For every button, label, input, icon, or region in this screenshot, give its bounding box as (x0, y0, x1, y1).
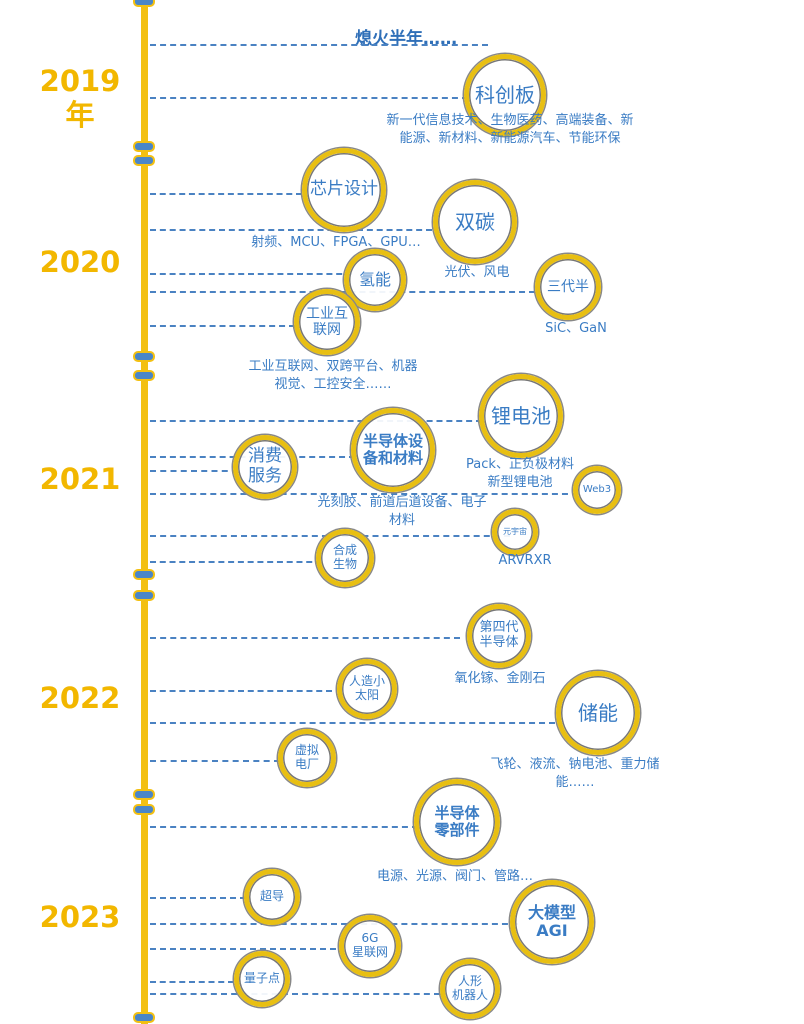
topic-label: 合成 生物 (332, 543, 357, 571)
topic-label: 超导 (259, 889, 284, 904)
topic-circle: 第四代 半导体 (467, 604, 531, 668)
connector-line (150, 993, 440, 995)
topic-label: 大模型 AGI (527, 902, 576, 940)
topic-label: 元宇宙 (503, 527, 527, 537)
timeline-node (133, 569, 155, 580)
topic-label: 储能 (578, 700, 618, 725)
timeline-axis (141, 0, 148, 1024)
topic-circle: 量子点 (234, 951, 290, 1007)
timeline-node (133, 1012, 155, 1023)
topic-description: 光伏、风电 (444, 265, 510, 280)
connector-line (150, 690, 332, 692)
topic-label: 锂电池 (491, 403, 551, 428)
topic-label: 工业互 联网 (306, 305, 348, 338)
topic-label: Web3 (582, 484, 612, 496)
connector-line (150, 325, 295, 327)
timeline-node (133, 351, 155, 362)
topic-description: Pack、正负极材料 新型锂电池 (466, 457, 574, 490)
timeline-node (133, 0, 155, 7)
topic-label: 芯片设计 (310, 179, 378, 200)
topic-description: 飞轮、液流、钠电池、重力储 能…… (490, 757, 660, 790)
year-label: 2023 (39, 900, 121, 934)
topic-label: 虚拟 电厂 (294, 743, 319, 771)
timeline-node (133, 804, 155, 815)
connector-line (150, 923, 518, 925)
year-label: 2021 (39, 462, 121, 496)
topic-label: 人形 机器人 (451, 974, 488, 1002)
connector-line (150, 470, 238, 472)
connector-line (150, 760, 280, 762)
topic-label: 消费 服务 (248, 446, 282, 486)
topic-circle: Web3 (573, 466, 621, 514)
topic-circle: 人形 机器人 (440, 959, 500, 1019)
topic-circle: 氢能 (344, 249, 406, 311)
connector-line (150, 44, 488, 46)
topic-circle: 人造小 太阳 (337, 659, 397, 719)
topic-label: 人造小 太阳 (348, 674, 385, 702)
year-label: 2019 年 (39, 64, 121, 132)
topic-circle: 6G 星联网 (339, 915, 401, 977)
connector-line (150, 193, 302, 195)
topic-label: 半导体 零部件 (434, 803, 480, 839)
topic-circle: 芯片设计 (302, 148, 386, 232)
connector-line (150, 637, 460, 639)
topic-circle: 消费 服务 (233, 435, 297, 499)
connector-line (150, 897, 246, 899)
timeline-node (133, 141, 155, 152)
topic-label: 6G 星联网 (351, 931, 388, 959)
connector-line (150, 561, 322, 563)
connector-line (150, 420, 482, 422)
topic-circle: 合成 生物 (316, 529, 374, 587)
topic-circle: 三代半 (535, 254, 601, 320)
connector-line (150, 948, 336, 950)
topic-description: 电源、光源、阀门、管路… (376, 869, 533, 884)
year-label: 2020 (39, 245, 121, 279)
topic-description: 射频、MCU、FPGA、GPU… (251, 235, 421, 250)
topic-label: 氢能 (358, 269, 391, 289)
topic-circle: 锂电池 (479, 374, 563, 458)
connector-line (150, 97, 468, 99)
timeline-node (133, 789, 155, 800)
topic-circle: 半导体设 备和材料 (351, 408, 435, 492)
year-label: 2022 (39, 681, 121, 715)
connector-line (150, 722, 555, 724)
topic-description: 新一代信息技术、生物医药、高端装备、新 能源、新材料、新能源汽车、节能环保 (386, 113, 634, 146)
connector-line (150, 229, 432, 231)
topic-label: 第四代 半导体 (479, 620, 519, 650)
topic-label: 量子点 (243, 971, 280, 986)
topic-label: 半导体设 备和材料 (362, 431, 423, 467)
topic-circle: 大模型 AGI (510, 880, 594, 964)
topic-description: 工业互联网、双跨平台、机器 视觉、工控安全…… (248, 359, 418, 392)
connector-line (150, 981, 234, 983)
connector-line (150, 273, 352, 275)
timeline-node (133, 370, 155, 381)
topic-label: 科创板 (475, 82, 535, 107)
topic-circle: 元宇宙 (492, 509, 538, 555)
topic-circle: 虚拟 电厂 (278, 729, 336, 787)
topic-circle: 双碳 (433, 180, 517, 264)
topic-label: 双碳 (455, 209, 495, 234)
timeline-node (133, 155, 155, 166)
topic-description: SiC、GaN (545, 321, 607, 336)
topic-description: 氧化镓、金刚石 (454, 671, 546, 686)
topic-circle: 科创板 (464, 54, 546, 136)
topic-description: ARVRXR (498, 553, 552, 568)
timeline-node (133, 590, 155, 601)
topic-circle: 半导体 零部件 (414, 779, 500, 865)
topic-circle: 储能 (556, 671, 640, 755)
topic-label: 三代半 (547, 278, 589, 295)
connector-line (150, 826, 418, 828)
connector-line (150, 493, 578, 495)
topic-circle: 工业互 联网 (294, 289, 360, 355)
topic-description: 光刻胶、前道后道设备、电子 材料 (317, 495, 487, 528)
topic-circle: 超导 (244, 869, 300, 925)
